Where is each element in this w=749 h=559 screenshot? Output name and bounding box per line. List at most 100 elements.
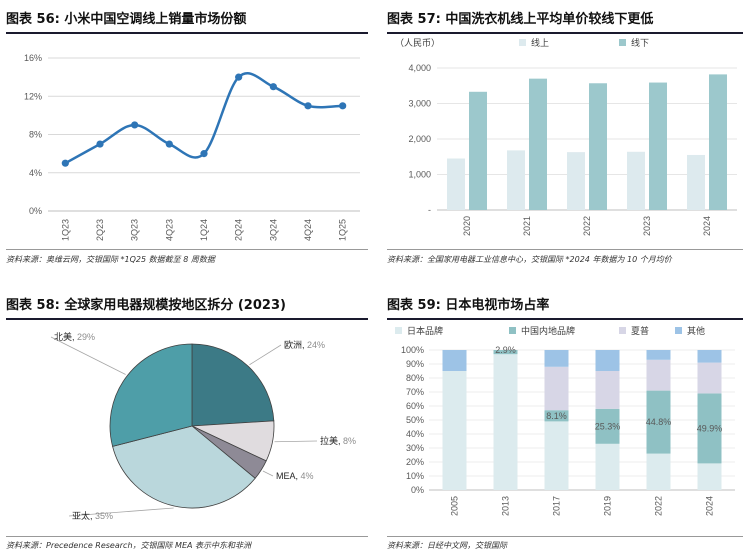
source-rule [6,249,368,250]
y-tick-label: 2,000 [408,134,431,144]
x-tick-label: 2024 [705,496,715,516]
bar-segment [646,453,671,490]
x-tick-label: 2022 [654,496,664,516]
bar-segment [595,371,620,409]
x-tick-label: 2021 [522,216,532,236]
slice-name: 拉美, [320,435,343,446]
source-note: 资料来源：全国家用电器工业信息中心，交银国际 *2024 年数据为 10 个月均… [387,255,672,264]
bar-segment [646,359,671,391]
y-tick-label: 90% [406,359,424,369]
bar-segment [595,350,620,371]
legend-swatch [619,39,626,46]
bar-segment [697,463,722,490]
title-rule [387,32,743,34]
slice-label: MEA, 4% [276,471,314,481]
y-tick-label: - [428,205,431,215]
title-rule [6,318,368,320]
chart-title: 图表 58: 全球家用电器规模按地区拆分 (2023) [6,298,286,313]
pie-slice [112,425,256,509]
bar [507,150,525,210]
data-point [339,102,347,110]
pie-slice [191,343,275,427]
slice-label: 拉美, 8% [320,435,356,446]
data-point [235,73,243,81]
y-tick-label: 1,000 [408,170,431,180]
bar [529,78,547,211]
y-tick-label: 30% [406,443,424,453]
unit-label: （人民币） [395,38,440,48]
data-point [131,121,139,129]
chart-panel-58: 图表 58: 全球家用电器规模按地区拆分 (2023) 欧洲, 24% 拉美, 8… [6,294,370,556]
slice-percent: 29% [77,332,95,342]
y-tick-label: 16% [24,53,42,63]
y-tick-label: 0% [411,485,424,495]
chart-panel-59: 图表 59: 日本电视市场占率 日本品牌 中国内地品牌 夏普 其他 0% 10% 20% 30… [387,294,745,556]
y-tick-label: 8% [29,130,42,140]
chart-panel-56: 图表 56: 小米中国空调线上销量市场份额 0% 4% 8% 12% 16% 1Q23 2Q… [6,8,370,270]
bar-chart: （人民币） 线上 线下 - 1,000 2,000 3,000 4,000 2020 2021 20… [395,37,737,236]
data-point [165,140,173,148]
source-rule [6,536,368,537]
x-tick-label: 2023 [642,216,652,236]
x-tick-label: 4Q23 [164,219,174,241]
chart-title: 图表 57: 中国洗衣机线上平均单价较线下更低 [387,12,654,27]
data-label: 49.9% [697,423,723,433]
data-label: 44.8% [646,417,672,427]
bar-segment [697,362,722,394]
slice-label: 欧洲, 24% [284,339,325,350]
leader-line [50,336,126,375]
bar [567,152,585,210]
legend-swatch [395,327,402,334]
x-tick-label: 4Q24 [303,219,313,241]
x-tick-label: 1Q24 [199,219,209,241]
source-note: 资料来源：日经中文网，交银国际 [387,541,507,550]
slice-name: 北美, [54,331,77,342]
bar-segment [595,408,620,444]
legend-swatch [619,327,626,334]
bar-segment [544,350,569,367]
data-point [200,150,208,158]
source-note: 资料来源：奥维云网，交银国际 *1Q25 数据截至 8 周数据 [6,255,215,264]
x-tick-label: 2019 [603,496,613,516]
x-tick-label: 2Q24 [234,219,244,241]
data-point [269,83,277,91]
x-tick-label: 3Q24 [268,219,278,241]
legend-label: 中国内地品牌 [521,325,575,336]
slice-name: MEA, [276,471,301,481]
legend-label: 其他 [687,325,705,336]
x-tick-label: 3Q23 [130,219,140,241]
y-tick-label: 4,000 [408,63,431,73]
bar [649,82,667,210]
data-label: 2.9% [495,345,516,355]
leader-line [249,344,282,366]
x-tick-label: 1Q23 [60,219,70,241]
y-tick-label: 80% [406,373,424,383]
y-tick-label: 40% [406,429,424,439]
stacked-bar-chart: 日本品牌 中国内地品牌 夏普 其他 0% 10% 20% 30% 40% 50% 60% 70% 80%… [395,325,735,516]
bar-segment [646,390,671,454]
chart-title: 图表 59: 日本电视市场占率 [387,298,550,313]
slice-percent: 35% [95,511,113,521]
leader-line [274,440,318,443]
bar-segment [595,443,620,490]
legend-label: 线上 [531,37,549,48]
bar-segment [442,350,467,371]
legend-label: 夏普 [631,325,649,336]
data-point [61,159,69,167]
bar [709,74,727,210]
bar-segment [544,421,569,490]
source-rule [387,536,743,537]
y-tick-label: 12% [24,91,42,101]
pie-slice [109,343,193,447]
y-tick-label: 4% [29,168,42,178]
slice-label: 亚太, 35% [72,510,113,521]
bar-segment [697,393,722,464]
y-tick-label: 0% [29,206,42,216]
bar [589,83,607,210]
bar [469,91,487,210]
slice-percent: 4% [301,471,314,481]
pie-chart: 欧洲, 24% 拉美, 8% MEA, 4% 亚太, 35% 北美, 29% [50,331,356,521]
data-point [96,140,104,148]
bar [687,154,705,210]
y-tick-label: 70% [406,387,424,397]
